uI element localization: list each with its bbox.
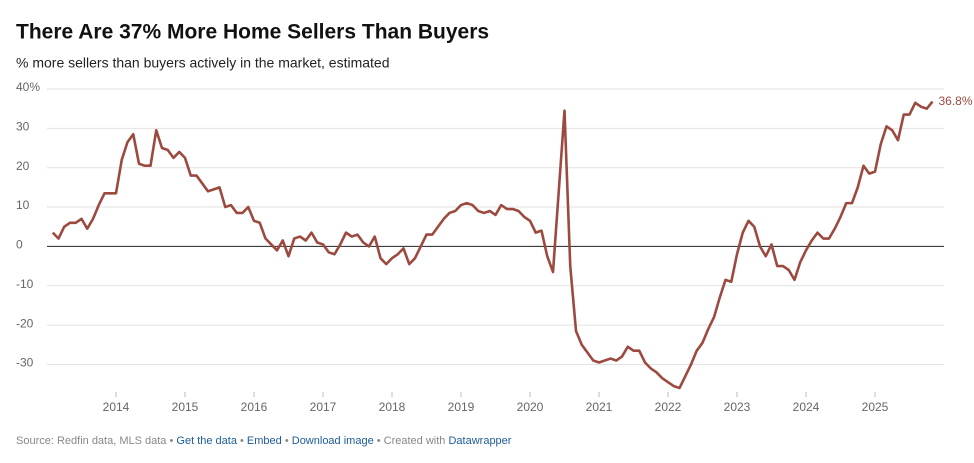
line-series [51,100,934,390]
x-tick-label: 2016 [241,400,268,414]
chart-title: There Are 37% More Home Sellers Than Buy… [16,21,489,44]
y-tick-label: -20 [16,316,34,330]
x-tick-label: 2015 [172,400,199,414]
separator: • [166,435,176,447]
x-tick-label: 2017 [310,400,337,414]
y-tick-label: 0 [16,238,23,252]
x-tick-label: 2025 [862,400,889,414]
value-label: 36.8% [939,94,973,108]
separator: • [282,435,292,447]
footer-text: Created with [384,435,446,447]
separator: • [374,435,384,447]
x-tick-label: 2019 [448,400,475,414]
y-tick-label: 30 [16,120,30,134]
x-tick-label: 2023 [724,400,751,414]
chart-subtitle: % more sellers than buyers actively in t… [16,55,390,71]
x-tick-label: 2020 [517,400,544,414]
footer-link[interactable]: Download image [292,435,374,447]
footer-link[interactable]: Datawrapper [448,435,511,447]
x-tick-label: 2022 [655,400,682,414]
x-tick-label: 2018 [379,400,406,414]
y-tick-label: -10 [16,277,34,291]
y-tick-label: 40% [16,80,40,94]
y-tick-label: 20 [16,159,30,173]
y-tick-label: 10 [16,198,30,212]
x-tick-label: 2014 [103,400,130,414]
x-tick-label: 2024 [793,400,820,414]
footer-text: Source: Redfin data, MLS data [16,435,167,447]
footer-link[interactable]: Get the data [176,435,237,447]
separator: • [237,435,247,447]
footer: Source: Redfin data, MLS data • Get the … [16,435,512,447]
footer-link[interactable]: Embed [247,435,282,447]
y-tick-label: -30 [16,356,34,370]
x-tick-label: 2021 [586,400,613,414]
